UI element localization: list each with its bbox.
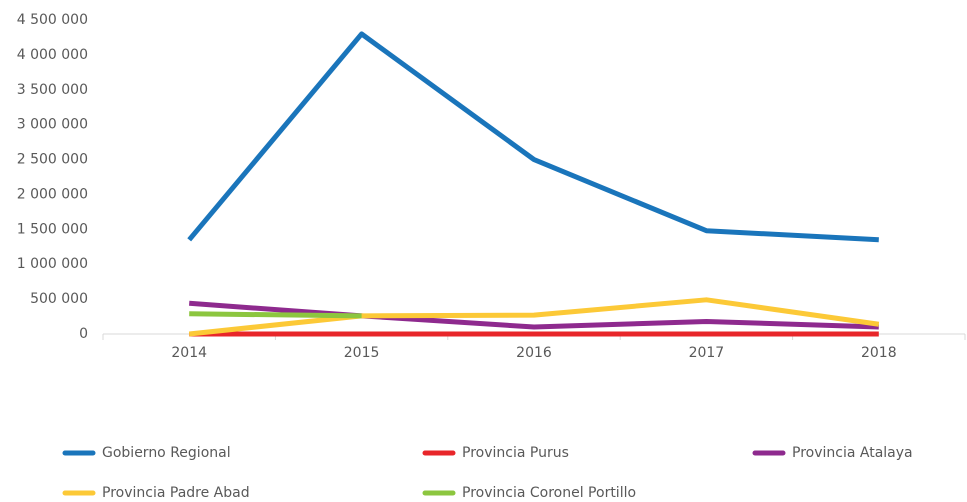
y-tick-label: 3 000 000 <box>17 117 88 133</box>
series-line <box>189 311 362 319</box>
y-tick-label: 4 000 000 <box>17 47 88 63</box>
x-tick-label: 2014 <box>171 345 207 361</box>
x-tick-label: 2017 <box>689 345 725 361</box>
y-tick-label: 2 500 000 <box>17 152 88 168</box>
x-tick-label: 2018 <box>861 345 897 361</box>
x-tick-label: 2016 <box>516 345 552 361</box>
series-line <box>187 31 879 243</box>
y-tick-label: 1 500 000 <box>17 221 88 237</box>
y-tick-label: 4 500 000 <box>17 12 88 28</box>
series-line <box>189 300 879 330</box>
legend-label: Provincia Padre Abad <box>102 485 250 501</box>
y-tick-label: 2 000 000 <box>17 186 88 202</box>
y-tick-label: 3 500 000 <box>17 82 88 98</box>
y-tick-label: 1 000 000 <box>17 256 88 272</box>
y-tick-label: 0 <box>79 326 88 342</box>
legend-label: Provincia Atalaya <box>792 445 913 461</box>
legend-label: Provincia Purus <box>462 445 569 461</box>
x-tick-label: 2015 <box>344 345 380 361</box>
legend-label: Provincia Coronel Portillo <box>462 485 636 501</box>
legend-label: Gobierno Regional <box>102 445 231 461</box>
y-tick-label: 500 000 <box>30 291 88 307</box>
series-line <box>188 297 880 337</box>
